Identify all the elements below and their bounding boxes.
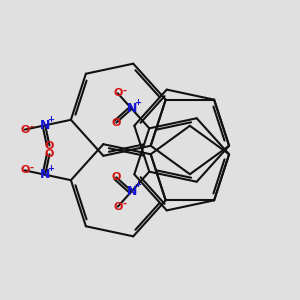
Text: O: O [45, 149, 54, 159]
Text: O: O [113, 202, 122, 212]
Text: N: N [40, 119, 50, 132]
Text: +: + [134, 98, 141, 107]
Text: -: - [29, 163, 33, 172]
Text: N: N [127, 185, 137, 198]
Text: +: + [47, 164, 54, 173]
Text: -: - [29, 122, 33, 132]
Text: O: O [112, 118, 121, 128]
Text: -: - [122, 199, 126, 209]
Text: O: O [20, 165, 30, 176]
Text: O: O [113, 88, 122, 98]
Text: +: + [47, 115, 54, 124]
Text: O: O [45, 141, 54, 151]
Text: N: N [127, 102, 137, 115]
Text: +: + [134, 181, 141, 190]
Text: N: N [40, 168, 50, 181]
Text: O: O [112, 172, 121, 182]
Text: O: O [20, 124, 30, 135]
Text: -: - [122, 85, 126, 96]
